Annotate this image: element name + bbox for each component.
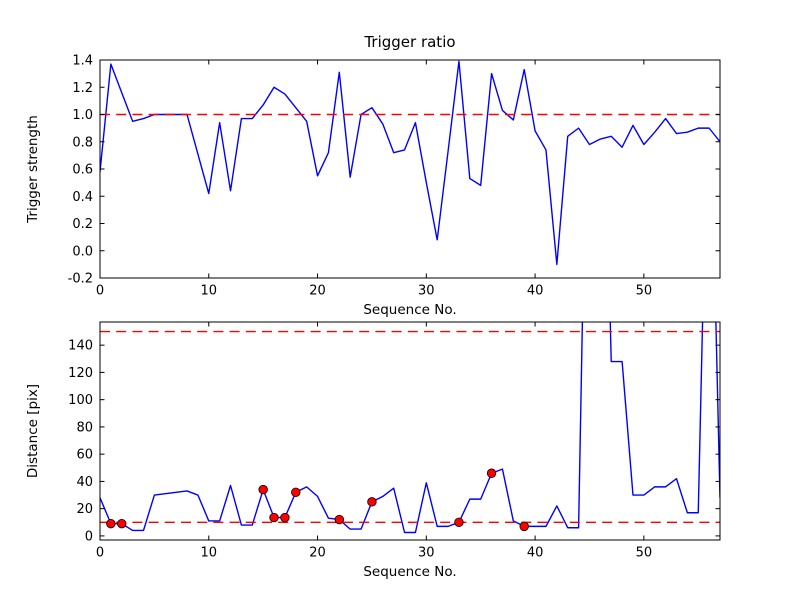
trigger-events-marker — [258, 484, 268, 495]
y-tick-label: 40 — [76, 475, 93, 490]
y-tick-label: 20 — [76, 502, 93, 517]
y-tick-label: 120 — [68, 366, 93, 381]
chart-1-plot-region — [100, 322, 720, 534]
x-tick-label: 30 — [418, 546, 435, 561]
y-tick-label: 60 — [76, 448, 93, 463]
y-tick-label: 0.0 — [72, 244, 93, 259]
x-tick-label: 30 — [418, 284, 435, 299]
y-tick-label: 100 — [68, 393, 93, 408]
x-tick-label: 20 — [309, 284, 326, 299]
y-tick-label: 0.6 — [72, 163, 93, 178]
x-tick-label: 50 — [636, 546, 653, 561]
x-tick-label: 10 — [200, 284, 217, 299]
trigger-events-marker — [454, 517, 464, 527]
y-tick-label: 1.2 — [72, 81, 93, 96]
x-tick-label: 50 — [636, 284, 653, 299]
x-tick-label: 20 — [309, 546, 326, 561]
top-chart-ylabel: Trigger strength — [25, 115, 41, 223]
trigger-events-marker — [519, 521, 529, 532]
chart-1-axes-frame — [99, 321, 721, 541]
x-tick-label: 40 — [527, 284, 544, 299]
x-tick-label: 10 — [200, 546, 217, 561]
y-tick-label: 0.2 — [72, 217, 93, 232]
trigger-events-marker — [367, 497, 377, 507]
chart-0-plot-region — [100, 60, 720, 266]
trigger-events-marker — [291, 487, 301, 498]
trigger-events-marker — [269, 512, 279, 523]
y-tick-label: 0.8 — [72, 135, 93, 150]
y-tick-label: 1.0 — [72, 108, 93, 123]
trigger-events-marker — [117, 518, 127, 529]
y-tick-label: 80 — [76, 420, 93, 435]
bottom-chart-ylabel: Distance [pix] — [25, 383, 41, 479]
trigger-events-marker — [106, 518, 116, 529]
trigger-strength-line — [100, 60, 720, 266]
y-tick-label: -0.2 — [68, 272, 93, 287]
top-chart-xlabel: Sequence No. — [363, 302, 457, 318]
x-tick-label: 0 — [96, 284, 104, 299]
x-tick-label: 40 — [527, 546, 544, 561]
bottom-chart-xlabel: Sequence No. — [363, 564, 457, 580]
trigger-events-marker — [334, 514, 344, 525]
distance-line — [100, 322, 720, 534]
x-tick-label: 0 — [96, 546, 104, 561]
y-tick-label: 0 — [85, 529, 93, 544]
trigger-events-marker — [280, 512, 290, 523]
y-tick-label: 1.4 — [72, 54, 93, 69]
y-tick-label: 140 — [68, 339, 93, 354]
chart-0-axes-frame — [99, 59, 721, 279]
trigger-events-marker — [486, 468, 497, 478]
y-tick-label: 0.4 — [72, 190, 93, 205]
chart-title: Trigger ratio — [364, 33, 456, 51]
